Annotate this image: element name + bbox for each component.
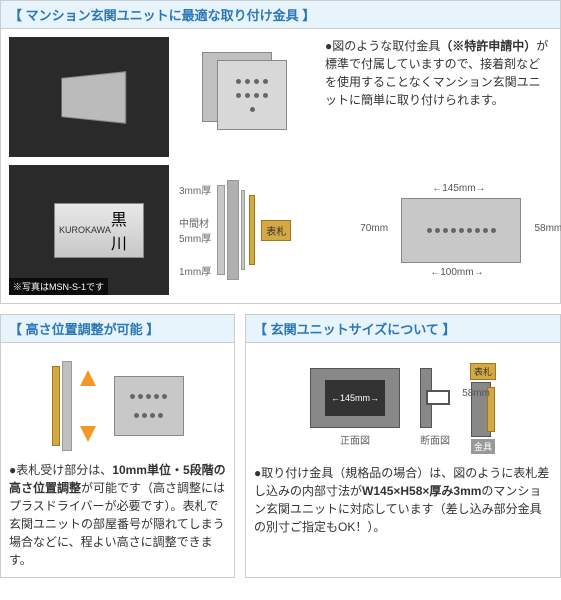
photo-column xyxy=(9,37,169,157)
thickness-diagram: 3mm厚 中間材 5mm厚 1mm厚 表札 xyxy=(179,165,361,295)
photo-hand-install xyxy=(9,37,169,157)
section2-title: 【 高さ位置調整が可能 】 xyxy=(1,315,234,343)
section-mounting-bracket: 【 マンション玄関ユニットに最適な取り付け金具 】 図のような取付金具（※特許申… xyxy=(0,0,561,304)
height-diagram xyxy=(9,351,226,461)
photo-caption: ※写真はMSN-S-1です xyxy=(9,278,108,295)
section1-desc: 図のような取付金具（※特許申請中）が標準で付属していますので、接着剤などを使用す… xyxy=(325,37,552,157)
photo-installed: KUROKAWA 黒川 ※写真はMSN-S-1です xyxy=(9,165,169,295)
section2-desc: 表札受け部分は、10mm単位・5段階の高さ位置調整が可能です（高さ調整にはプラス… xyxy=(9,461,226,569)
bracket-diagram xyxy=(177,37,317,147)
section-unit-size: 【 玄関ユニットサイズについて 】 ←145mm→ 正面図 58mm 断面図 表… xyxy=(245,314,561,578)
unit-diagram: ←145mm→ 正面図 58mm 断面図 表札 金具 xyxy=(254,351,552,464)
section1-title: 【 マンション玄関ユニットに最適な取り付け金具 】 xyxy=(1,1,560,29)
arrow-up-icon xyxy=(80,370,96,386)
arrow-down-icon xyxy=(80,426,96,442)
size-diagram: ←145mm→ 70mm 58mm ←100mm→ xyxy=(371,165,553,295)
section-height-adjust: 【 高さ位置調整が可能 】 表札受け部分は、10mm単位・5段階の高さ位置調整が… xyxy=(0,314,235,578)
section3-title: 【 玄関ユニットサイズについて 】 xyxy=(246,315,560,343)
section3-desc: 取り付け金具（規格品の場合）は、図のように表札差し込みの内部寸法がW145×H5… xyxy=(254,464,552,536)
